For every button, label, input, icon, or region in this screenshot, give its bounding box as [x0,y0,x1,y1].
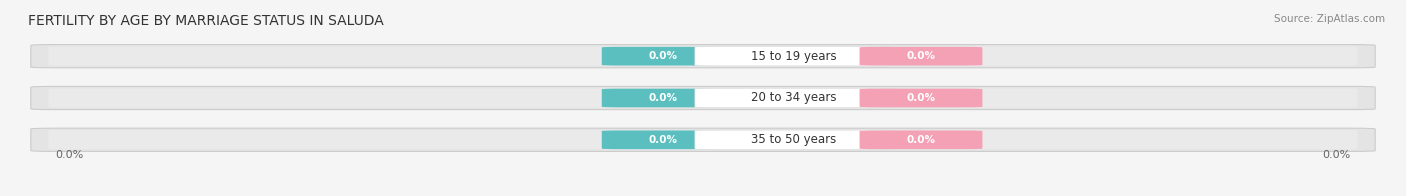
Text: 35 to 50 years: 35 to 50 years [751,133,837,146]
Text: FERTILITY BY AGE BY MARRIAGE STATUS IN SALUDA: FERTILITY BY AGE BY MARRIAGE STATUS IN S… [28,14,384,28]
FancyBboxPatch shape [695,88,891,108]
Text: 0.0%: 0.0% [907,93,935,103]
FancyBboxPatch shape [602,89,724,107]
Text: 20 to 34 years: 20 to 34 years [751,92,837,104]
FancyBboxPatch shape [695,130,891,150]
Text: 0.0%: 0.0% [1323,150,1351,160]
Text: 0.0%: 0.0% [648,93,678,103]
Text: Source: ZipAtlas.com: Source: ZipAtlas.com [1274,14,1385,24]
FancyBboxPatch shape [31,86,1375,110]
FancyBboxPatch shape [695,46,891,66]
FancyBboxPatch shape [859,131,983,149]
FancyBboxPatch shape [48,130,1358,149]
Text: 0.0%: 0.0% [907,135,935,145]
FancyBboxPatch shape [31,44,1375,68]
FancyBboxPatch shape [859,89,983,107]
Text: 0.0%: 0.0% [907,51,935,61]
FancyBboxPatch shape [859,47,983,65]
Text: 0.0%: 0.0% [648,51,678,61]
FancyBboxPatch shape [48,47,1358,66]
Text: 15 to 19 years: 15 to 19 years [751,50,837,63]
FancyBboxPatch shape [602,47,724,65]
FancyBboxPatch shape [31,128,1375,152]
Text: 0.0%: 0.0% [55,150,83,160]
FancyBboxPatch shape [48,88,1358,108]
FancyBboxPatch shape [602,131,724,149]
Text: 0.0%: 0.0% [648,135,678,145]
